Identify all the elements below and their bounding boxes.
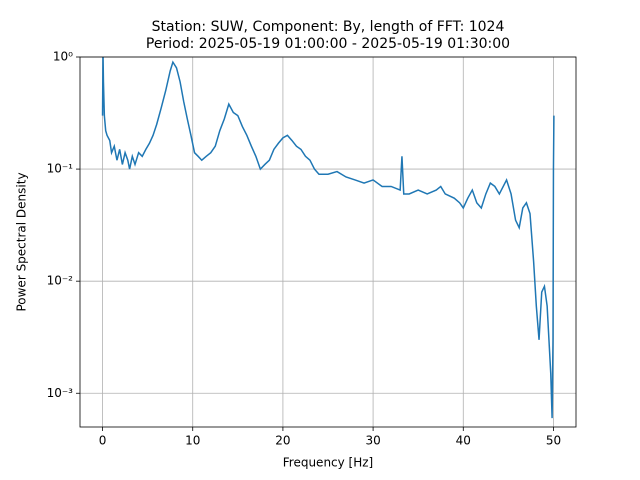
x-tick-label: 20 [275, 434, 290, 448]
y-axis-label: Power Spectral Density [15, 172, 29, 311]
y-tick-label: 10⁻¹ [47, 162, 74, 176]
chart-title: Period: 2025-05-19 01:00:00 - 2025-05-19… [146, 36, 510, 52]
y-tick-label: 10⁻² [47, 274, 74, 288]
x-tick-label: 10 [185, 434, 200, 448]
x-axis-label: Frequency [Hz] [283, 456, 374, 470]
x-tick-label: 0 [99, 434, 107, 448]
plot-frame [79, 56, 577, 428]
data-line [101, 57, 555, 419]
x-tick-label: 30 [365, 434, 380, 448]
x-tick-label: 50 [546, 434, 561, 448]
y-tick-label: 10⁻³ [47, 386, 74, 400]
x-tick-label: 40 [456, 434, 471, 448]
chart-title: Station: SUW, Component: By, length of F… [152, 19, 505, 35]
y-tick-label: 10⁰ [53, 50, 73, 64]
